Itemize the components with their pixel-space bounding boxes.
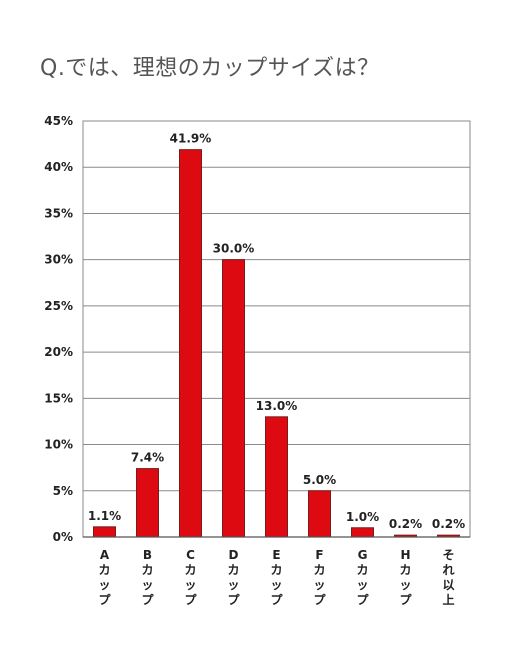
data-label: 41.9% [170, 132, 212, 146]
y-tick-label: 45% [44, 114, 73, 128]
bar [222, 259, 245, 538]
y-tick-label: 35% [44, 206, 73, 220]
y-tick-label: 15% [44, 391, 73, 405]
x-tick-label: G カップ [356, 548, 369, 607]
label-layer: 0% 5% 10% 15% 20% 25% 30% 35% 40% 45% 1.1% A カップ 7.4%… [44, 114, 465, 607]
data-label: 30.0% [213, 242, 255, 256]
axis-layer [82, 120, 471, 538]
data-label: 13.0% [256, 399, 298, 413]
bar [93, 526, 116, 538]
x-tick-label: B カップ [141, 548, 154, 607]
data-label: 1.1% [88, 509, 121, 523]
bar-layer [93, 149, 460, 538]
data-label: 0.2% [432, 517, 465, 531]
y-tick-label: 20% [44, 345, 73, 359]
bar [136, 468, 159, 538]
bar [265, 416, 288, 538]
x-tick-label: H カップ [399, 548, 412, 607]
y-tick-label: 5% [53, 484, 73, 498]
x-tick-label: C カップ [184, 548, 197, 607]
y-tick-label: 25% [44, 299, 73, 313]
data-label: 0.2% [389, 517, 422, 531]
x-tick-label: F カップ [313, 548, 326, 607]
y-tick-label: 40% [44, 160, 73, 174]
x-tick-label: A カップ [98, 548, 111, 607]
bar [179, 149, 202, 538]
data-label: 1.0% [346, 510, 379, 524]
x-tick-label: D カップ [227, 548, 240, 607]
x-tick-label: それ以上 [442, 548, 454, 607]
y-tick-label: 30% [44, 253, 73, 267]
y-tick-label: 10% [44, 438, 73, 452]
bar [351, 527, 374, 538]
chart-title: Q.では、理想のカップサイズは？ [40, 56, 380, 81]
data-label: 7.4% [131, 451, 164, 465]
x-tick-label: E カップ [270, 548, 283, 607]
data-label: 5.0% [303, 473, 336, 487]
y-tick-label: 0% [53, 530, 73, 544]
bar [308, 490, 331, 538]
